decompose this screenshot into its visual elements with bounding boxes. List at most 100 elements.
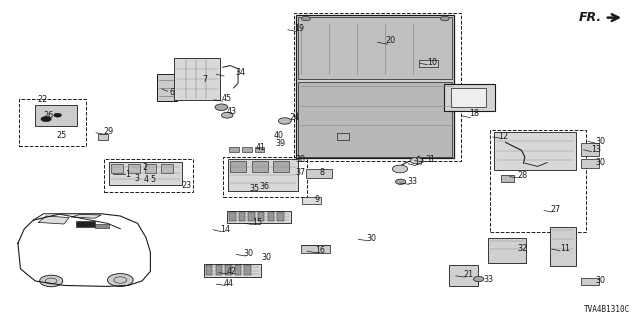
Bar	[306, 169, 332, 178]
Bar	[216, 265, 222, 275]
Text: 12: 12	[498, 132, 508, 141]
Bar	[294, 13, 461, 161]
Bar	[337, 133, 349, 140]
Circle shape	[108, 274, 133, 286]
Bar	[258, 212, 264, 221]
Text: TVA4B1310C: TVA4B1310C	[584, 305, 630, 314]
Text: 8: 8	[320, 168, 325, 177]
Bar	[109, 162, 182, 185]
Text: 30: 30	[595, 276, 605, 285]
Text: 30: 30	[261, 253, 271, 262]
Bar	[248, 212, 255, 221]
Text: 17: 17	[414, 158, 424, 167]
Bar	[419, 60, 438, 67]
Bar	[37, 118, 50, 125]
Circle shape	[474, 276, 484, 282]
Text: 30: 30	[366, 234, 376, 243]
Circle shape	[396, 179, 406, 184]
Text: 19: 19	[294, 24, 305, 33]
Bar	[268, 212, 274, 221]
Text: 1: 1	[125, 170, 130, 179]
Text: 18: 18	[469, 109, 479, 118]
Circle shape	[40, 275, 63, 287]
Circle shape	[392, 165, 408, 173]
Text: 33: 33	[484, 276, 494, 284]
Polygon shape	[38, 216, 69, 224]
Bar	[204, 264, 261, 277]
Bar	[98, 134, 108, 140]
Bar	[19, 99, 86, 146]
Bar	[95, 224, 109, 228]
Bar	[128, 164, 140, 173]
Text: 38: 38	[296, 155, 306, 164]
Bar	[581, 159, 599, 168]
Circle shape	[215, 104, 228, 110]
Bar	[157, 74, 177, 101]
Text: 16: 16	[316, 246, 326, 255]
Text: 5: 5	[150, 175, 156, 184]
Circle shape	[221, 112, 233, 118]
Text: FR.: FR.	[579, 11, 602, 24]
Text: 39: 39	[275, 139, 285, 148]
Bar	[223, 157, 307, 197]
Text: 29: 29	[104, 127, 114, 136]
Text: 20: 20	[385, 36, 396, 45]
Bar	[490, 130, 586, 232]
Text: 7: 7	[202, 76, 207, 84]
Circle shape	[410, 157, 423, 164]
Text: 30: 30	[595, 137, 605, 146]
Text: 22: 22	[37, 95, 47, 104]
Bar	[301, 245, 330, 253]
Bar	[230, 161, 246, 172]
Bar	[298, 17, 452, 79]
Bar	[302, 197, 321, 204]
Text: 24: 24	[289, 113, 300, 122]
Bar	[277, 212, 284, 221]
Text: 6: 6	[170, 88, 175, 97]
Text: 32: 32	[517, 244, 527, 253]
Text: 45: 45	[222, 94, 232, 103]
Bar	[244, 265, 251, 275]
Bar	[296, 15, 454, 158]
Text: 23: 23	[181, 181, 191, 190]
Bar	[206, 265, 212, 275]
Circle shape	[440, 16, 449, 21]
Bar	[76, 221, 95, 227]
Bar	[229, 147, 239, 152]
Text: 25: 25	[56, 131, 67, 140]
Text: 11: 11	[560, 244, 570, 253]
Bar	[35, 105, 77, 126]
Text: 26: 26	[43, 111, 53, 120]
Bar	[449, 265, 478, 286]
Text: 44: 44	[224, 279, 234, 288]
Bar	[581, 278, 599, 285]
Bar	[235, 265, 241, 275]
Bar	[488, 238, 526, 263]
Text: 43: 43	[227, 107, 237, 116]
Text: 21: 21	[463, 270, 474, 279]
Bar	[239, 212, 245, 221]
Text: 31: 31	[425, 155, 435, 164]
Text: 4: 4	[143, 175, 148, 184]
Bar	[145, 164, 156, 173]
Bar	[444, 84, 495, 111]
Text: 42: 42	[227, 267, 237, 276]
Circle shape	[301, 16, 310, 21]
Circle shape	[278, 118, 291, 124]
Text: 41: 41	[255, 143, 266, 152]
Text: 30: 30	[243, 249, 253, 258]
Bar	[550, 227, 576, 266]
Bar	[174, 58, 220, 100]
Circle shape	[41, 116, 51, 122]
Bar	[581, 143, 599, 156]
Text: 10: 10	[428, 58, 438, 67]
Text: 9: 9	[315, 196, 320, 204]
Circle shape	[54, 113, 61, 117]
Text: 36: 36	[260, 182, 270, 191]
Bar	[494, 132, 576, 170]
Bar	[252, 161, 268, 172]
Bar	[227, 211, 291, 223]
Bar	[298, 82, 452, 157]
Text: 40: 40	[273, 132, 284, 140]
Text: 14: 14	[220, 225, 230, 234]
